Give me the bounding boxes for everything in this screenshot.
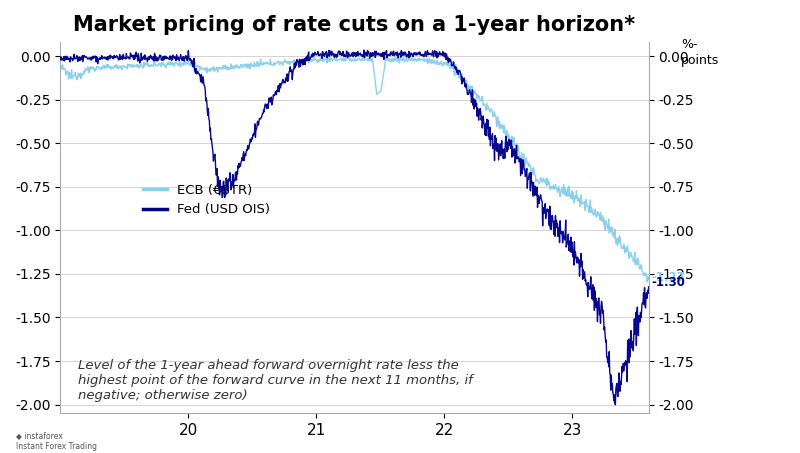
Text: %-
points: %- points: [681, 39, 719, 67]
Text: ◆ instaforex
Instant Forex Trading: ◆ instaforex Instant Forex Trading: [16, 431, 97, 451]
Text: -1.30: -1.30: [651, 276, 686, 289]
Text: -1.27: -1.27: [651, 271, 686, 284]
Text: Level of the 1-year ahead forward overnight rate less the
highest point of the f: Level of the 1-year ahead forward overni…: [78, 359, 473, 402]
Title: Market pricing of rate cuts on a 1-year horizon*: Market pricing of rate cuts on a 1-year …: [74, 15, 635, 35]
Legend: ECB (€STR), Fed (USD OIS): ECB (€STR), Fed (USD OIS): [138, 178, 275, 222]
